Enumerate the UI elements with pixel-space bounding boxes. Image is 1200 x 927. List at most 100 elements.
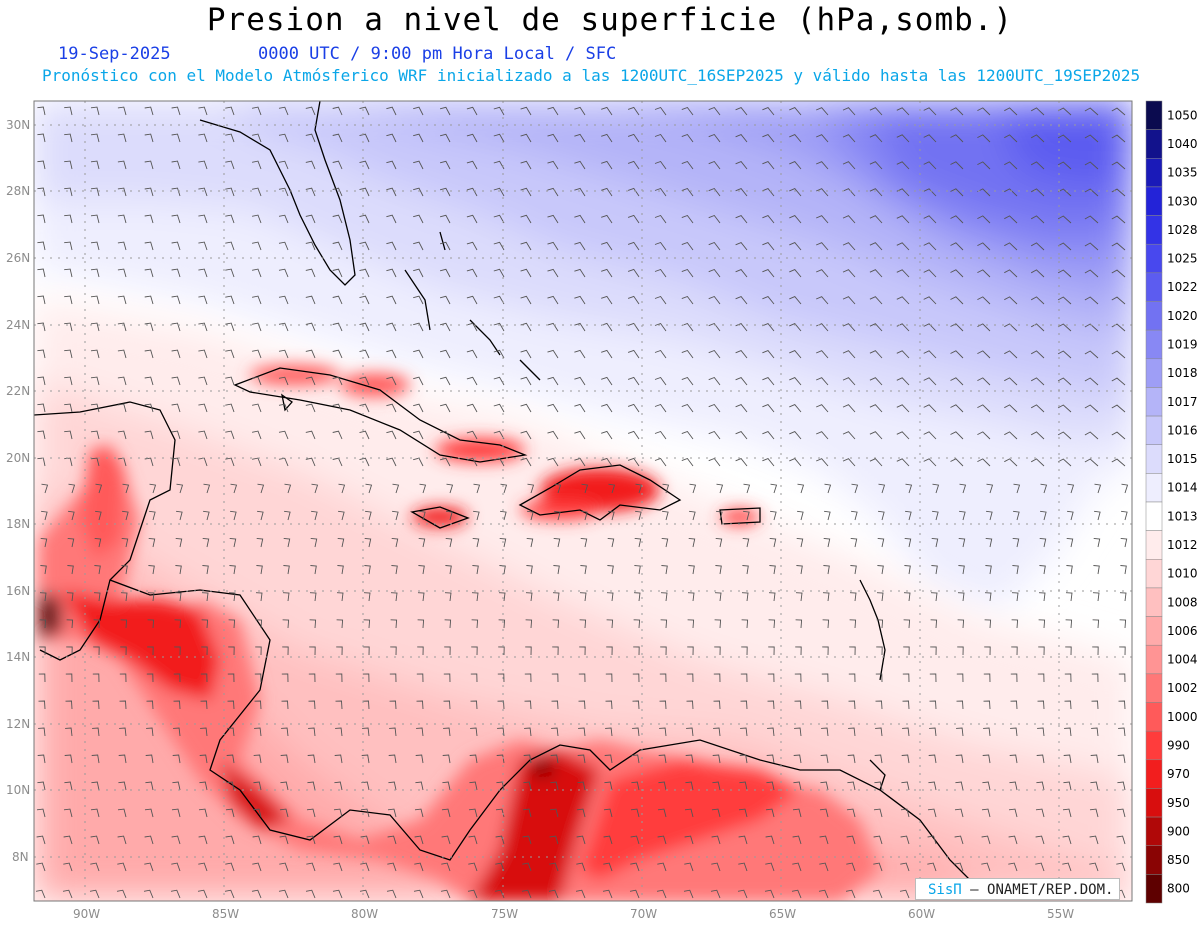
wind-barb (527, 483, 535, 494)
wind-barb (875, 727, 883, 737)
intense-low-shading (40, 365, 880, 901)
wind-barb (553, 537, 561, 548)
wind-barb (1084, 188, 1099, 197)
wind-barb (896, 458, 910, 467)
wind-barb (1111, 215, 1126, 224)
wind-barb (117, 322, 127, 332)
wind-barb (816, 188, 829, 197)
wind-barb (874, 781, 883, 791)
wind-barb (359, 268, 370, 278)
lon-label: 65W (769, 907, 796, 921)
colorbar-swatch (1145, 129, 1163, 159)
wind-barb (627, 322, 640, 332)
wind-barb (627, 106, 640, 116)
wind-barb (927, 862, 937, 872)
map-frame (33, 100, 1133, 902)
wind-barb (311, 483, 319, 494)
wind-barb (896, 377, 910, 386)
wind-barb (578, 727, 586, 737)
wind-barb (466, 160, 478, 170)
wind-barb (816, 134, 829, 143)
wind-barb (551, 727, 559, 737)
wind-barb (439, 322, 451, 332)
wind-barb (686, 700, 694, 710)
wind-barb (280, 754, 289, 764)
wind-barb (1004, 350, 1018, 359)
wind-barb (950, 431, 964, 440)
wind-barb (171, 430, 181, 440)
wind-barb (549, 862, 559, 872)
wind-barb (714, 619, 722, 629)
wind-barb (1004, 188, 1018, 197)
wind-barb (547, 295, 559, 305)
wind-barb (252, 835, 262, 845)
wind-barb (363, 619, 371, 629)
wind-barb (90, 295, 100, 305)
wind-barb (493, 268, 505, 278)
wind-barb (143, 889, 154, 899)
wind-barb (64, 295, 73, 305)
wind-barb (334, 754, 343, 764)
wind-barb (869, 161, 883, 170)
wind-barb (983, 673, 991, 683)
wind-barb (90, 403, 100, 413)
wind-barb (224, 889, 235, 899)
wind-barb (574, 187, 586, 197)
colorbar-label: 1020 (1167, 309, 1198, 323)
wind-barb (200, 727, 208, 737)
wind-barb (500, 483, 508, 494)
wind-barb (1062, 862, 1072, 872)
wind-barb (1004, 269, 1018, 278)
wind-barb (1116, 835, 1126, 845)
wind-barb (735, 377, 748, 386)
wind-barb (1030, 134, 1045, 143)
wind-barb (708, 403, 721, 413)
wind-barb (816, 404, 829, 413)
wind-barb (1057, 242, 1072, 251)
wind-barb (91, 754, 100, 764)
wind-barb (899, 889, 910, 899)
wind-barb (171, 214, 181, 224)
wind-barb (122, 483, 130, 494)
wind-barb (869, 269, 883, 278)
colorbar-label: 1015 (1167, 452, 1198, 466)
wind-barb (386, 268, 397, 278)
wind-barb (305, 889, 316, 899)
wind-barb (90, 322, 100, 332)
wind-barb (414, 862, 424, 872)
wind-barb (198, 808, 208, 818)
wind-barb (768, 592, 776, 602)
wind-barb (1092, 646, 1099, 656)
wind-barb (981, 808, 991, 818)
wind-barb (708, 349, 721, 359)
colorbar-label: 1012 (1167, 538, 1198, 552)
wind-barb (389, 700, 397, 710)
wind-barb (574, 430, 586, 440)
wind-barb (92, 700, 100, 710)
wind-barb (552, 592, 560, 602)
wind-barb (606, 619, 614, 629)
wind-barb (416, 727, 424, 737)
wind-barb (307, 754, 316, 764)
wind-barb (66, 646, 73, 656)
wind-barb (201, 619, 209, 629)
wind-barb (708, 322, 721, 332)
wind-barb (848, 673, 856, 683)
wind-barb (171, 403, 181, 413)
wind-barb (1057, 161, 1072, 170)
wind-barb (413, 160, 424, 170)
wind-barb (769, 565, 776, 575)
wind-barb (498, 592, 506, 602)
wind-barb (37, 430, 46, 440)
wind-barb (579, 646, 586, 656)
wind-barb (466, 430, 478, 440)
wind-barb (681, 160, 694, 170)
wind-barb (121, 537, 129, 548)
wind-barb (735, 215, 748, 224)
wind-barb (740, 700, 748, 710)
wind-barb (227, 700, 235, 710)
wind-barb (770, 483, 778, 494)
wind-barb (1030, 404, 1045, 413)
wind-barb (1092, 592, 1100, 602)
